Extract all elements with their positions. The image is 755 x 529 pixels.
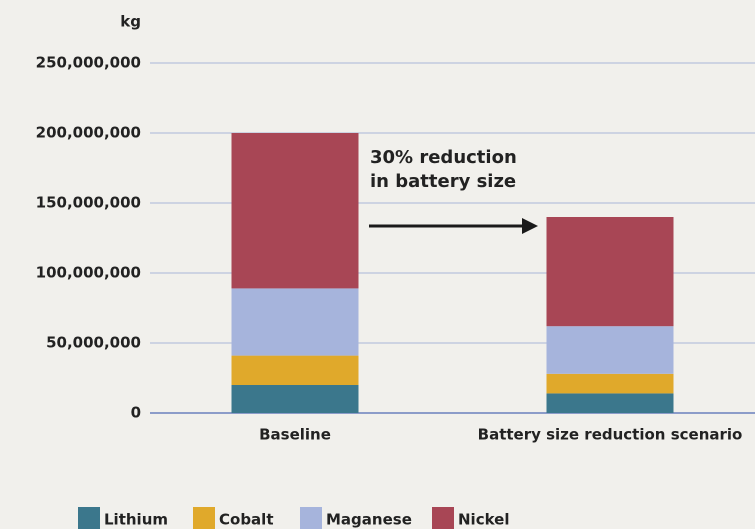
x-tick-label: Battery size reduction scenario [478,426,743,444]
legend-label: Cobalt [219,511,274,529]
y-tick-label: 150,000,000 [36,194,141,212]
bar-segment [546,373,674,394]
y-tick-label: 50,000,000 [46,334,141,352]
legend-swatch [193,507,215,529]
y-tick-label: 200,000,000 [36,124,141,142]
y-tick-label: 0 [131,404,141,422]
legend-label: Maganese [326,511,412,529]
bar-segment [546,393,674,413]
x-tick-label: Baseline [259,426,331,444]
arrow-head [522,218,538,234]
y-tick-label: 250,000,000 [36,54,141,72]
bar-segment [231,355,359,385]
legend-label: Lithium [104,511,168,529]
legend-swatch [300,507,322,529]
bar-segment [231,288,359,356]
bar-segment [231,133,359,289]
legend-label: Nickel [458,511,509,529]
bar-segment [546,217,674,327]
bar-segment [546,326,674,374]
y-tick-label: 100,000,000 [36,264,141,282]
annotation: 30% reduction [370,147,517,168]
legend-swatch [78,507,100,529]
y-axis-label: kg [120,13,141,31]
bar-segment [231,385,359,413]
legend-swatch [432,507,454,529]
annotation: in battery size [370,171,516,192]
